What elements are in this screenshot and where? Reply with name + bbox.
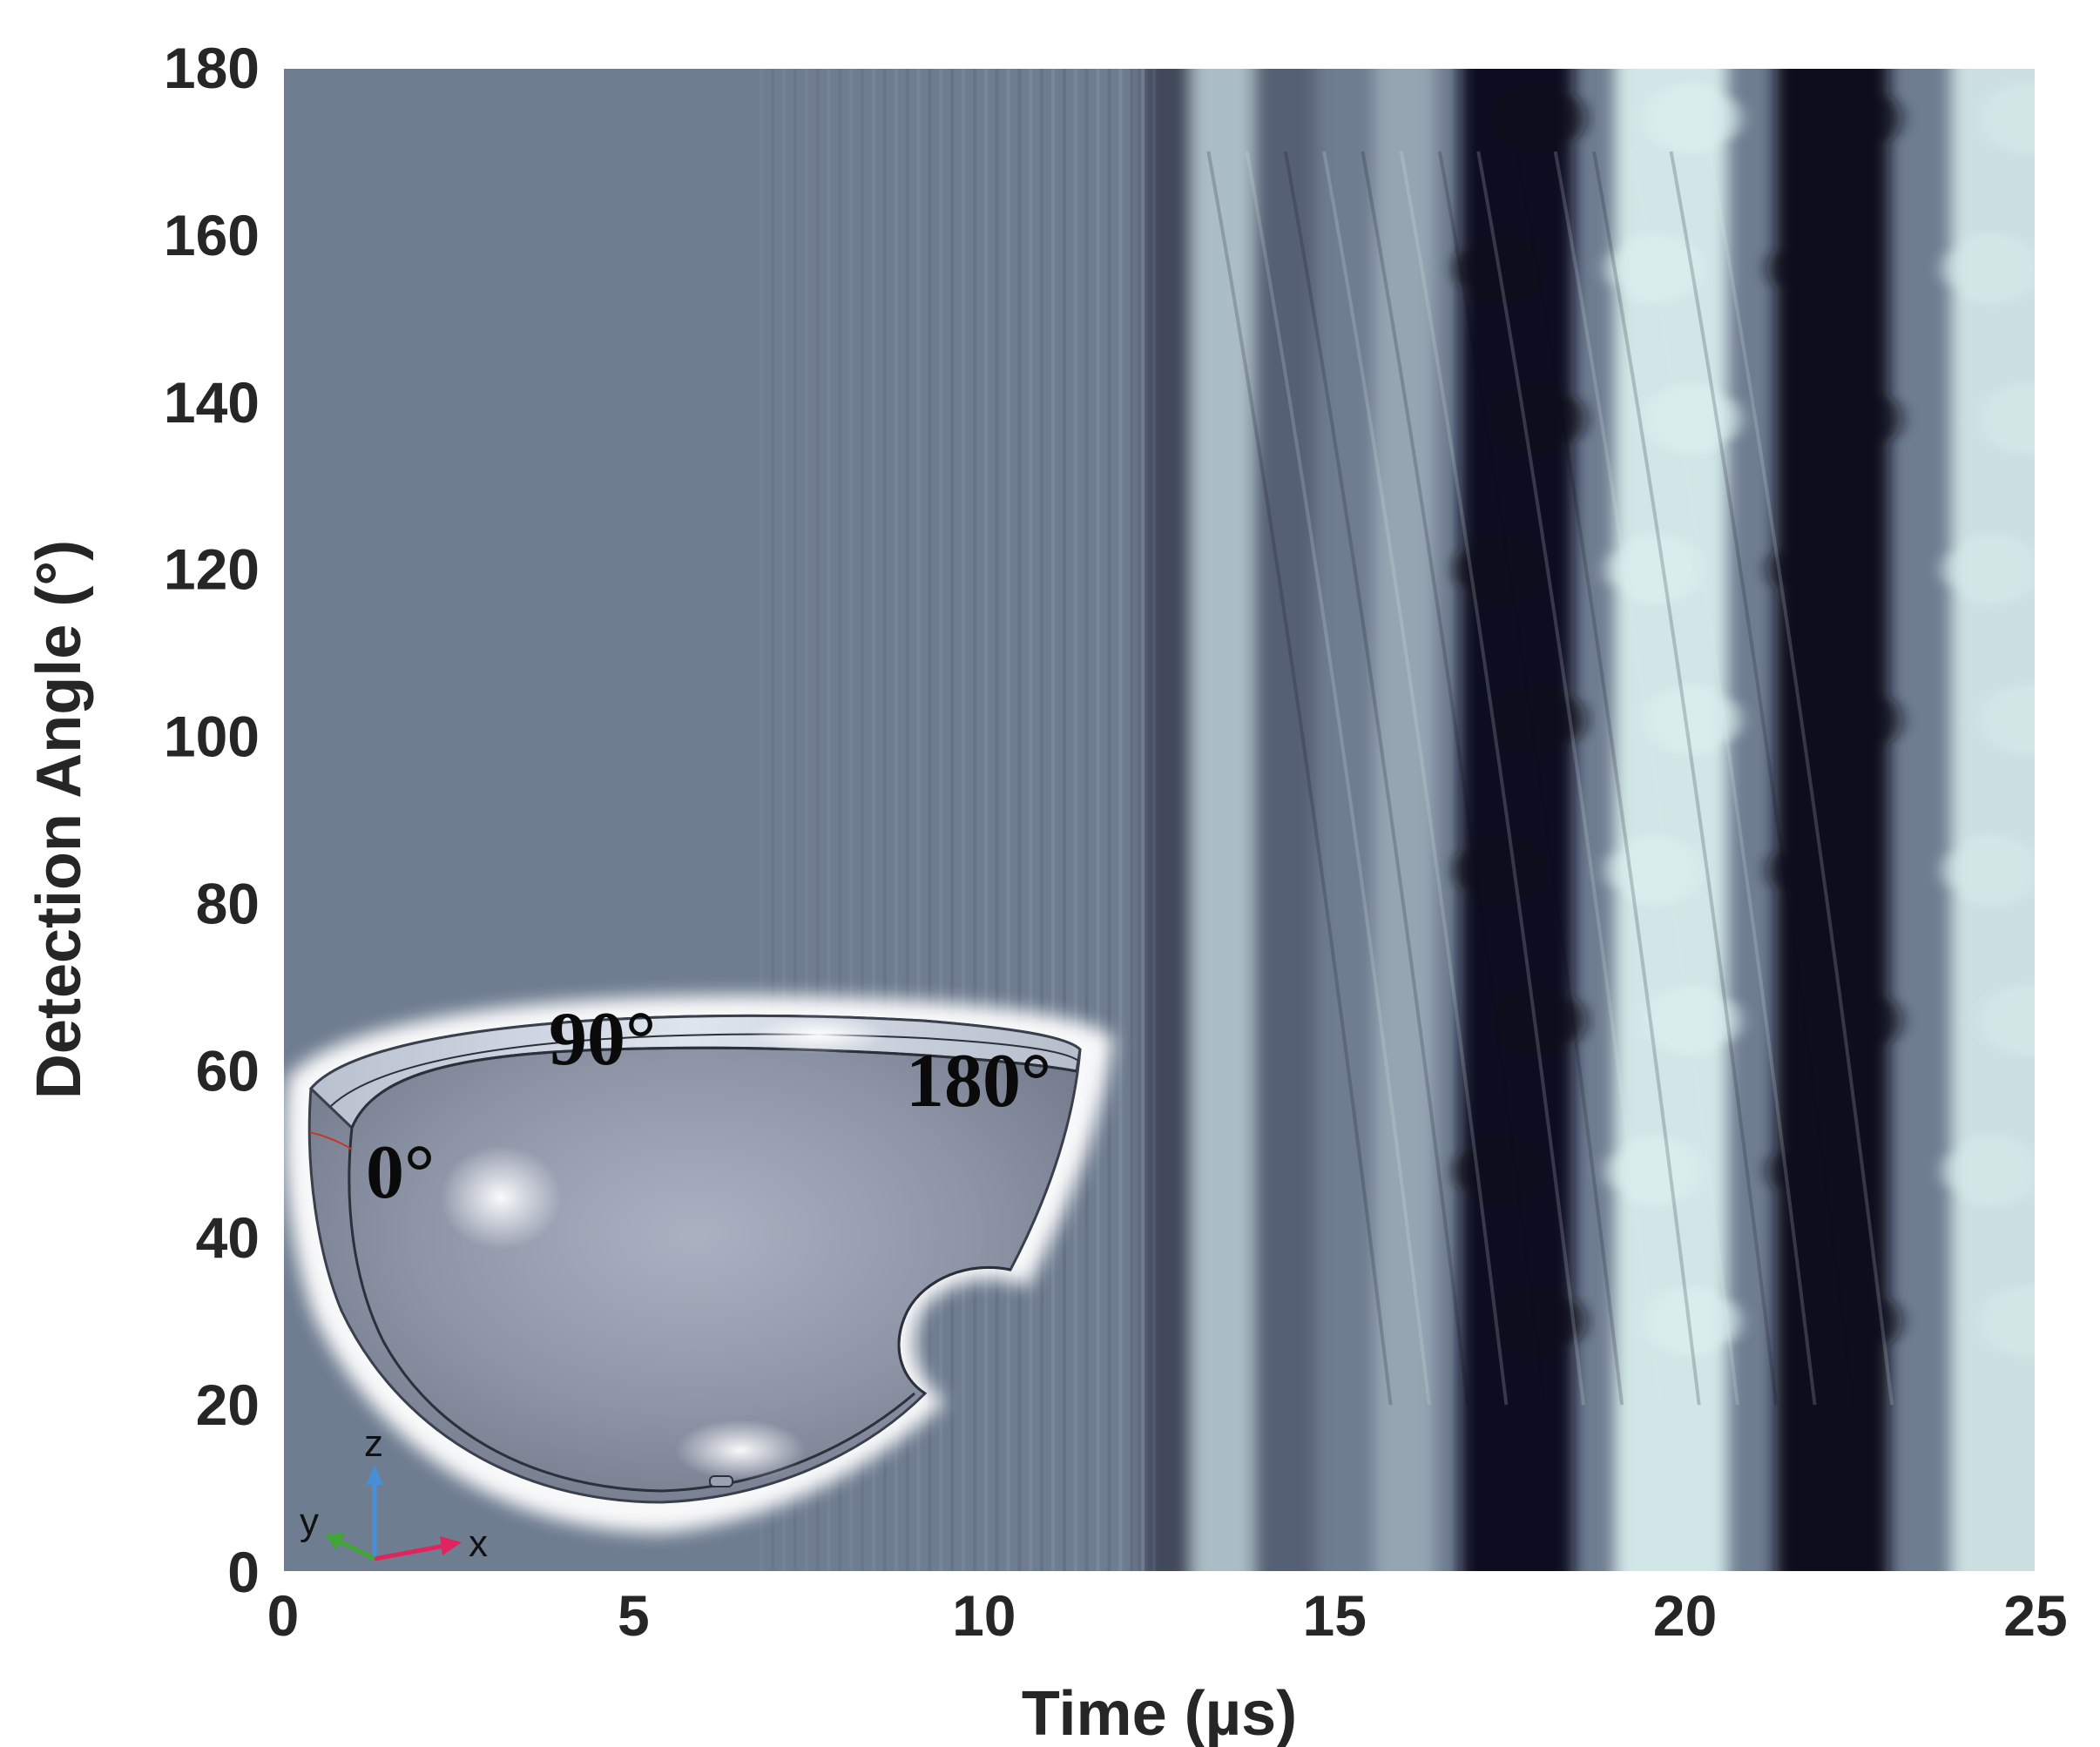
wave-stripe bbox=[1130, 68, 1133, 1572]
wave-band-node bbox=[1451, 835, 1547, 905]
wave-band-node bbox=[1451, 1136, 1547, 1205]
y-axis-ticks: 0 20 40 60 80 100 120 140 160 180 bbox=[164, 36, 260, 1604]
inset-label-0deg: 0° bbox=[366, 1130, 435, 1215]
triad-z-label: z bbox=[364, 1422, 383, 1465]
y-tick-label: 60 bbox=[196, 1038, 260, 1103]
inset-label-90deg: 90° bbox=[549, 997, 656, 1082]
wave-band bbox=[1192, 51, 1253, 1589]
wave-band-node bbox=[1606, 835, 1702, 905]
wave-band-node bbox=[1490, 384, 1586, 454]
wave-stripe bbox=[984, 68, 988, 1572]
wave-stripe bbox=[1007, 68, 1010, 1572]
wave-stripe bbox=[917, 68, 921, 1572]
wave-band-node bbox=[1806, 84, 1902, 153]
wave-stripe bbox=[973, 68, 976, 1572]
y-tick-label: 140 bbox=[164, 370, 260, 435]
x-axis-title: Time (µs) bbox=[1022, 1679, 1297, 1747]
inset-specular-rim bbox=[749, 1015, 888, 1054]
triad-y-label: y bbox=[300, 1501, 319, 1543]
wave-band-node bbox=[1942, 233, 2038, 303]
wave-stripe bbox=[1152, 68, 1156, 1572]
x-tick-label: 15 bbox=[1302, 1583, 1366, 1648]
wave-stripe bbox=[1141, 68, 1145, 1572]
wave-band-node bbox=[1490, 84, 1586, 153]
wave-stripe bbox=[1017, 68, 1021, 1572]
wave-stripe bbox=[1074, 68, 1077, 1572]
y-tick-label: 0 bbox=[227, 1540, 260, 1604]
inset-bottom-pad bbox=[710, 1476, 733, 1487]
y-tick-label: 80 bbox=[196, 871, 260, 935]
inset-label-180deg: 180° bbox=[906, 1039, 1051, 1123]
x-tick-label: 20 bbox=[1653, 1583, 1717, 1648]
wave-band-node bbox=[1806, 986, 1902, 1056]
y-tick-label: 20 bbox=[196, 1373, 260, 1437]
wave-stripe bbox=[950, 68, 954, 1572]
wave-band-node bbox=[1982, 685, 2077, 754]
x-tick-label: 0 bbox=[267, 1583, 300, 1648]
y-tick-label: 180 bbox=[164, 36, 260, 100]
wave-stripe bbox=[1040, 68, 1043, 1572]
wave-band-node bbox=[1982, 1286, 2077, 1356]
inset-specular-left bbox=[440, 1145, 562, 1250]
wave-stripe bbox=[1085, 68, 1089, 1572]
wave-stripe bbox=[928, 68, 931, 1572]
wave-stripe bbox=[1063, 68, 1066, 1572]
wave-band-node bbox=[1806, 685, 1902, 754]
wave-band-node bbox=[1982, 986, 2077, 1056]
x-axis-ticks: 0 5 10 15 20 25 bbox=[267, 1583, 2068, 1648]
triad-x-label: x bbox=[469, 1522, 488, 1565]
wave-band-node bbox=[1606, 1136, 1702, 1205]
y-axis-title: Detection Angle (°) bbox=[24, 540, 94, 1099]
wave-stripe bbox=[962, 68, 965, 1572]
wave-band-node bbox=[1806, 384, 1902, 454]
wave-band-node bbox=[1982, 384, 2077, 454]
wave-stripe bbox=[996, 68, 999, 1572]
y-tick-label: 120 bbox=[164, 537, 260, 602]
y-tick-label: 100 bbox=[164, 705, 260, 769]
x-tick-label: 25 bbox=[2003, 1583, 2067, 1648]
x-tick-label: 5 bbox=[618, 1583, 650, 1648]
wave-stripe bbox=[1107, 68, 1111, 1572]
wave-stripe bbox=[939, 68, 942, 1572]
wave-band-node bbox=[1645, 84, 1741, 153]
wave-stripe bbox=[1051, 68, 1055, 1572]
wave-stripe bbox=[1118, 68, 1122, 1572]
wave-band-node bbox=[1942, 535, 2038, 604]
wave-band-node bbox=[1942, 1136, 2038, 1205]
wave-band-node bbox=[1982, 84, 2077, 153]
y-tick-label: 160 bbox=[164, 203, 260, 267]
wave-band-node bbox=[1645, 384, 1741, 454]
y-tick-label: 40 bbox=[196, 1205, 260, 1270]
wave-band-node bbox=[1767, 233, 1863, 303]
wave-band-node bbox=[1942, 835, 2038, 905]
inset-specular-bottom bbox=[675, 1420, 806, 1481]
wave-stripe bbox=[1097, 68, 1100, 1572]
x-tick-label: 10 bbox=[952, 1583, 1016, 1648]
wave-band-node bbox=[1806, 1286, 1902, 1356]
wave-stripe bbox=[1029, 68, 1032, 1572]
